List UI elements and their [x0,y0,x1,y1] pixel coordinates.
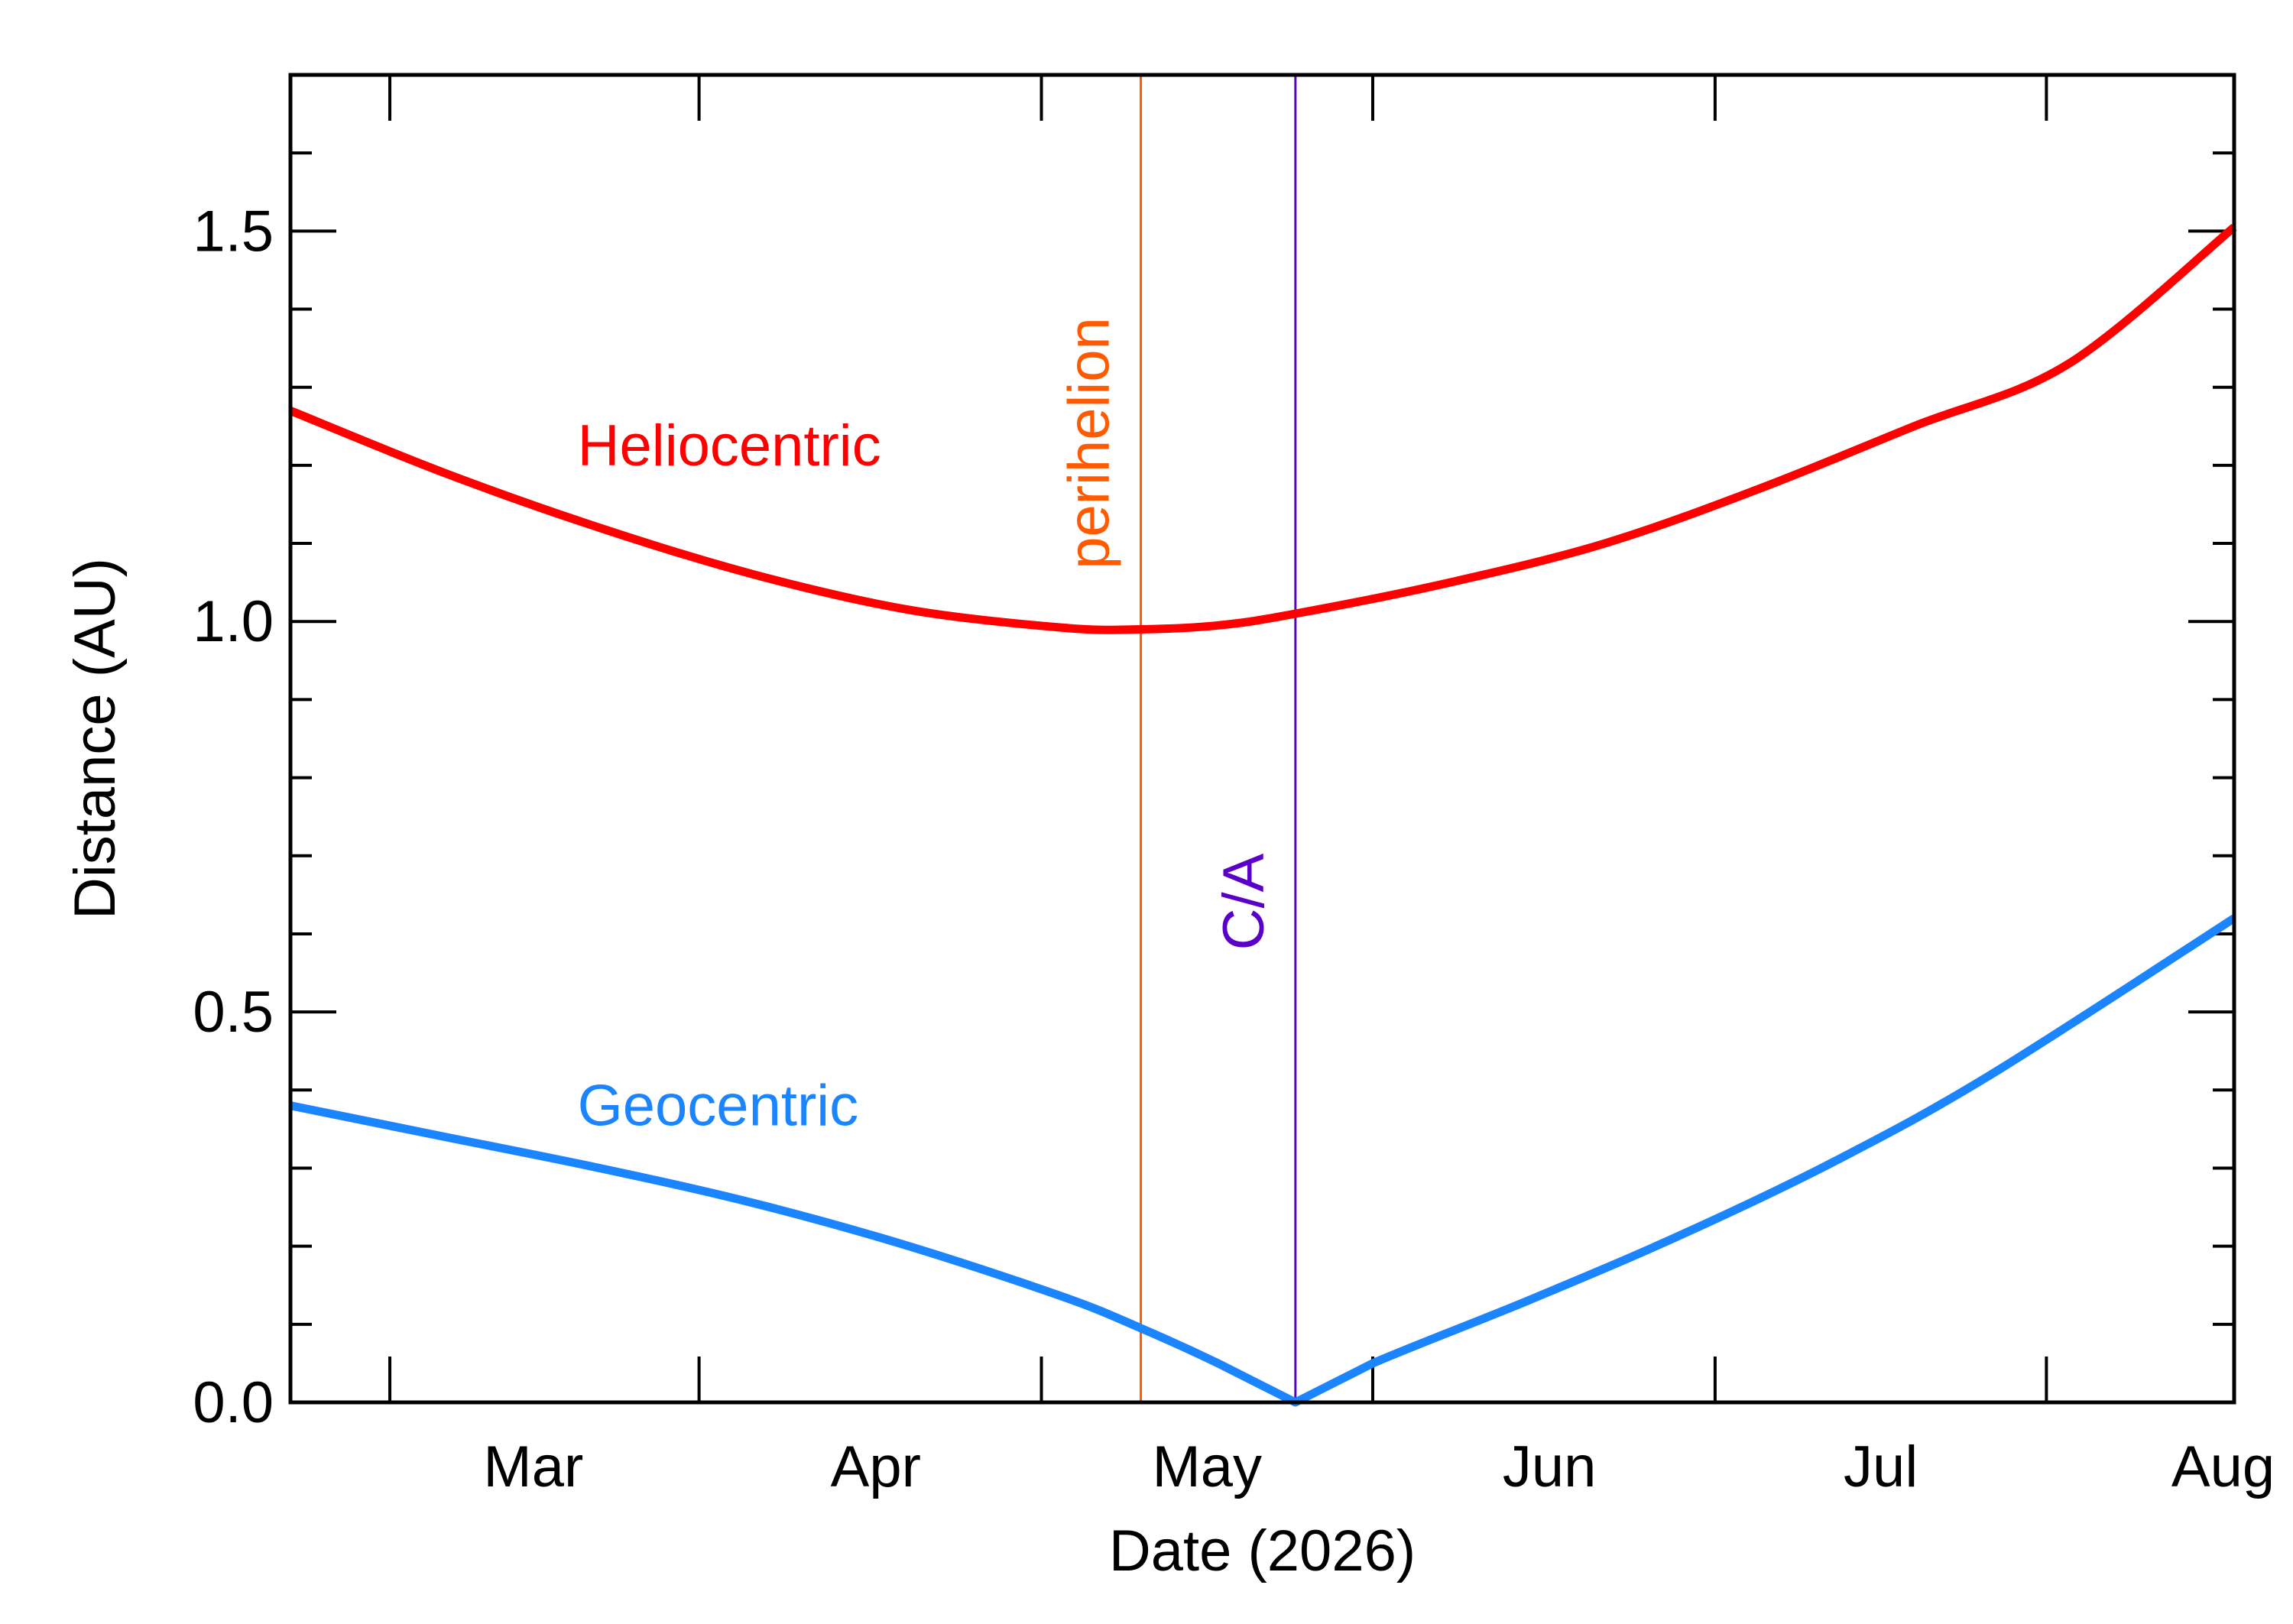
tick-labels: 0.0 0.5 1.0 1.5 Mar Apr May Jun Jul Aug [193,199,2275,1499]
y-axis-title: Distance (AU) [63,558,128,919]
x-tick-label: Mar [483,1434,583,1499]
series-annotation: Heliocentric [578,413,881,478]
series-annotations: perihelion C/A Heliocentric Geocentric [578,317,1276,1138]
x-tick-label: Apr [831,1434,921,1499]
marker-label: C/A [1211,853,1276,950]
x-tick-label: Jul [1844,1434,1918,1499]
y-tick-label: 0.5 [193,980,274,1045]
y-tick-label: 0.0 [193,1370,274,1435]
data-series [288,223,2237,1407]
y-tick-label: 1.0 [193,589,274,654]
x-tick-label: May [1152,1434,1262,1499]
marker-label: perihelion [1057,317,1122,569]
series-annotation: Geocentric [578,1073,858,1138]
y-tick-label: 1.5 [193,199,274,264]
series-line-heliocentric [288,223,2237,634]
vertical-markers [1140,75,1297,1402]
plot-frame [288,73,2236,1405]
x-tick-label: Jun [1503,1434,1597,1499]
x-tick-label: Aug [2171,1434,2275,1499]
series-line-geocentric [289,914,2236,1407]
x-axis-title: Date (2026) [1109,1519,1416,1583]
